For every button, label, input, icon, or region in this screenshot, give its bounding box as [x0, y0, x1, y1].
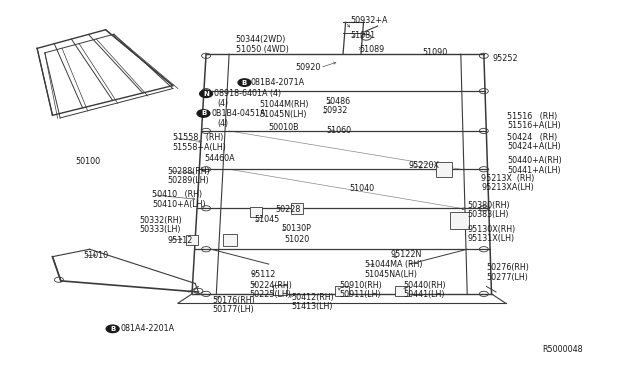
FancyBboxPatch shape: [250, 208, 262, 217]
Text: 50228: 50228: [275, 205, 301, 214]
Text: B: B: [110, 326, 115, 332]
Text: 50177(LH): 50177(LH): [212, 305, 254, 314]
Text: 081B4-2071A: 081B4-2071A: [251, 78, 305, 87]
Text: 95131X(LH): 95131X(LH): [467, 234, 515, 243]
Text: 95130X(RH): 95130X(RH): [467, 225, 515, 234]
Text: 50276(RH): 50276(RH): [486, 263, 529, 272]
Text: 95112: 95112: [168, 236, 193, 245]
Text: 95220X: 95220X: [408, 161, 439, 170]
Text: 51020: 51020: [284, 235, 309, 244]
Text: 50441(LH): 50441(LH): [403, 291, 445, 299]
Circle shape: [197, 110, 210, 117]
Text: 50332(RH): 50332(RH): [140, 216, 182, 225]
Text: 95122N: 95122N: [390, 250, 422, 259]
Text: 95213X  (RH): 95213X (RH): [481, 174, 534, 183]
Text: 50932: 50932: [323, 106, 348, 115]
Text: 95213XA(LH): 95213XA(LH): [481, 183, 534, 192]
Text: 50100: 50100: [76, 157, 100, 166]
Text: 50010B: 50010B: [269, 123, 300, 132]
Text: 51050 (4WD): 51050 (4WD): [236, 45, 289, 54]
Text: 50383(LH): 50383(LH): [467, 210, 509, 219]
Text: 51060: 51060: [326, 126, 351, 135]
Circle shape: [238, 79, 251, 86]
Circle shape: [106, 325, 119, 333]
FancyBboxPatch shape: [291, 203, 303, 214]
Text: B: B: [201, 110, 206, 116]
Text: 51040: 51040: [349, 185, 374, 193]
Text: 08918-6401A (4): 08918-6401A (4): [214, 89, 281, 98]
Text: R5000048: R5000048: [543, 345, 583, 354]
Text: 51090: 51090: [422, 48, 447, 57]
FancyBboxPatch shape: [335, 286, 349, 296]
FancyBboxPatch shape: [450, 212, 469, 228]
Text: 50424   (RH): 50424 (RH): [507, 133, 557, 142]
Text: 50176(RH): 50176(RH): [212, 296, 255, 305]
Text: 51413(LH): 51413(LH): [292, 302, 333, 311]
Text: 50333(LH): 50333(LH): [140, 225, 181, 234]
Text: 51045N(LH): 51045N(LH): [260, 110, 307, 119]
Text: 50440(RH): 50440(RH): [403, 281, 446, 290]
Text: 95252: 95252: [493, 54, 518, 63]
Text: 50277(LH): 50277(LH): [486, 273, 528, 282]
Text: 50380(RH): 50380(RH): [467, 201, 510, 210]
Text: 50224(RH): 50224(RH): [250, 281, 292, 290]
Text: 95112: 95112: [251, 270, 276, 279]
Text: 54460A: 54460A: [205, 154, 236, 163]
Text: 50910(RH): 50910(RH): [339, 281, 382, 290]
Text: 51558+A(LH): 51558+A(LH): [173, 143, 227, 152]
Text: 50225(LH): 50225(LH): [250, 291, 291, 299]
Text: (4): (4): [218, 99, 228, 108]
Text: 0B1B4-0451A: 0B1B4-0451A: [211, 109, 266, 118]
Text: 50911(LH): 50911(LH): [339, 291, 381, 299]
Text: 51558   (RH): 51558 (RH): [173, 133, 223, 142]
FancyBboxPatch shape: [223, 234, 237, 246]
Text: 50424+A(LH): 50424+A(LH): [507, 142, 561, 151]
Text: 50440+A(RH): 50440+A(RH): [507, 156, 562, 165]
Text: 50289(LH): 50289(LH): [168, 176, 209, 185]
Text: 50932+A: 50932+A: [351, 16, 388, 25]
Text: 51045NA(LH): 51045NA(LH): [365, 270, 418, 279]
Text: 51044M(RH): 51044M(RH): [260, 100, 309, 109]
Text: 51516   (RH): 51516 (RH): [507, 112, 557, 121]
Text: 50920: 50920: [296, 63, 321, 72]
Text: 50130P: 50130P: [282, 224, 312, 233]
FancyBboxPatch shape: [273, 285, 287, 295]
Text: 081A4-2201A: 081A4-2201A: [120, 324, 175, 333]
Text: 51081: 51081: [351, 31, 376, 40]
Text: 50288(RH): 50288(RH): [168, 167, 211, 176]
Text: 50486: 50486: [325, 97, 350, 106]
Text: 51010: 51010: [83, 251, 108, 260]
Text: 50412(RH): 50412(RH): [292, 293, 335, 302]
Text: 51089: 51089: [360, 45, 385, 54]
Text: 50410+A(LH): 50410+A(LH): [152, 200, 206, 209]
Text: 50410   (RH): 50410 (RH): [152, 190, 202, 199]
Text: 51045: 51045: [255, 215, 280, 224]
Text: 50344(2WD): 50344(2WD): [236, 35, 286, 44]
Text: 51516+A(LH): 51516+A(LH): [507, 121, 561, 130]
Text: B: B: [242, 80, 247, 86]
FancyBboxPatch shape: [186, 235, 198, 245]
Text: (4): (4): [218, 119, 228, 128]
Circle shape: [200, 90, 212, 97]
Text: N: N: [203, 91, 209, 97]
FancyBboxPatch shape: [435, 162, 452, 177]
FancyBboxPatch shape: [395, 286, 409, 296]
Text: 51044MA (RH): 51044MA (RH): [365, 260, 422, 269]
Text: 50441+A(LH): 50441+A(LH): [507, 166, 561, 174]
